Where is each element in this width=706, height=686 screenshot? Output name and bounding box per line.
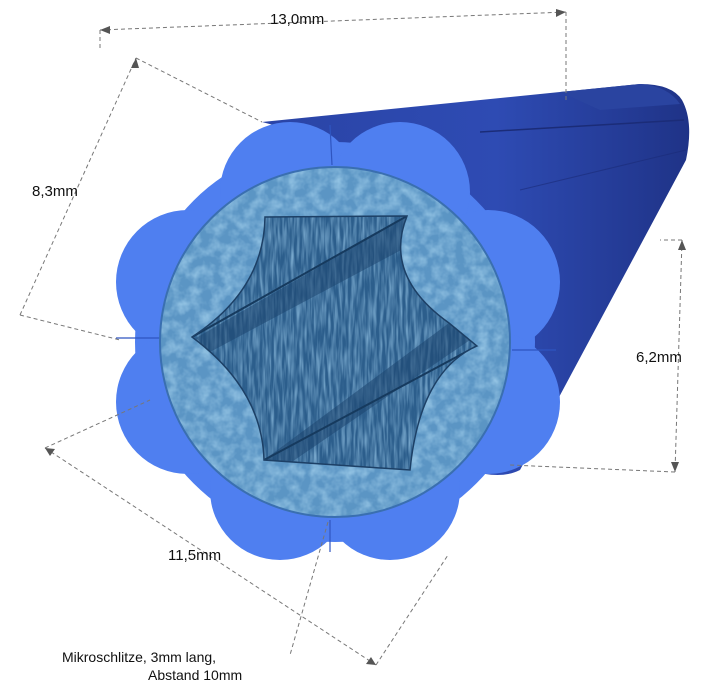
- ring-seams: [116, 124, 556, 552]
- annotation-line-2: Abstand 10mm: [148, 667, 242, 683]
- dim-label-left: 8,3mm: [32, 183, 78, 200]
- channel-outline: [190, 215, 479, 471]
- dim-label-top: 13,0mm: [270, 11, 324, 28]
- dim-label-bottom: 11,5mm: [168, 547, 221, 564]
- dim-label-right: 6,2mm: [636, 349, 682, 366]
- dimension-lines: [19, 11, 683, 666]
- annotation-line-1: Mikroschlitze, 3mm lang,: [62, 649, 216, 665]
- dimension-arrows: [45, 9, 686, 665]
